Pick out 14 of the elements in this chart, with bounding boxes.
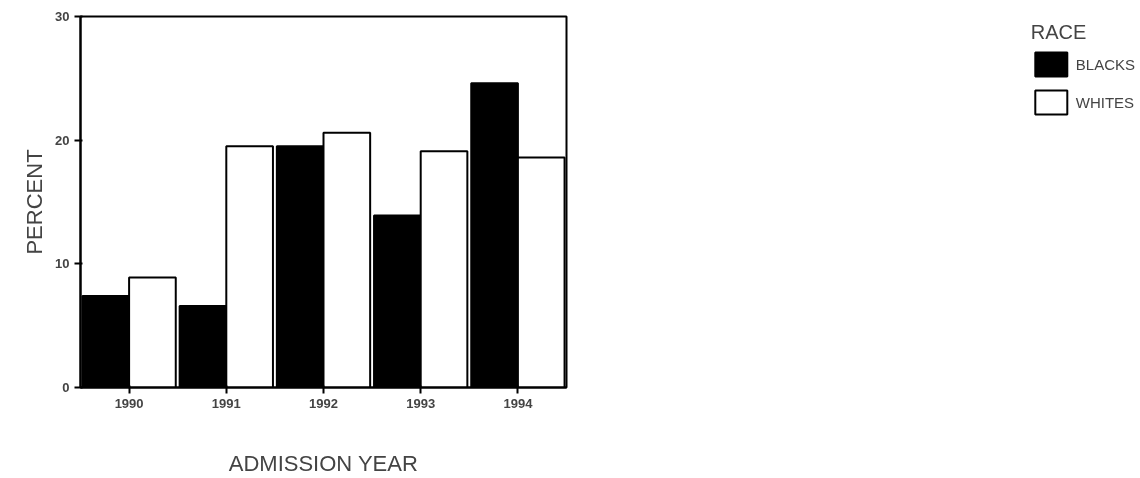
x-tick-label: 1992 xyxy=(309,395,338,411)
y-tick-label: 30 xyxy=(55,9,70,24)
x-tick-label: 1993 xyxy=(406,395,436,411)
x-tick-label: 1991 xyxy=(211,395,241,411)
legend-label: BLACKS xyxy=(1075,55,1135,73)
legend-title: RACE xyxy=(1030,21,1088,44)
y-axis-title: PERCENT xyxy=(22,149,48,255)
legend-label: WHITES xyxy=(1075,93,1135,111)
y-tick-label: 0 xyxy=(62,380,70,395)
x-tick-label: 1990 xyxy=(114,395,144,411)
x-axis-title: ADMISSION YEAR xyxy=(228,450,418,476)
y-tick-label: 10 xyxy=(55,256,70,272)
y-tick-label: 20 xyxy=(55,132,70,148)
x-tick-label: 1994 xyxy=(503,395,534,411)
